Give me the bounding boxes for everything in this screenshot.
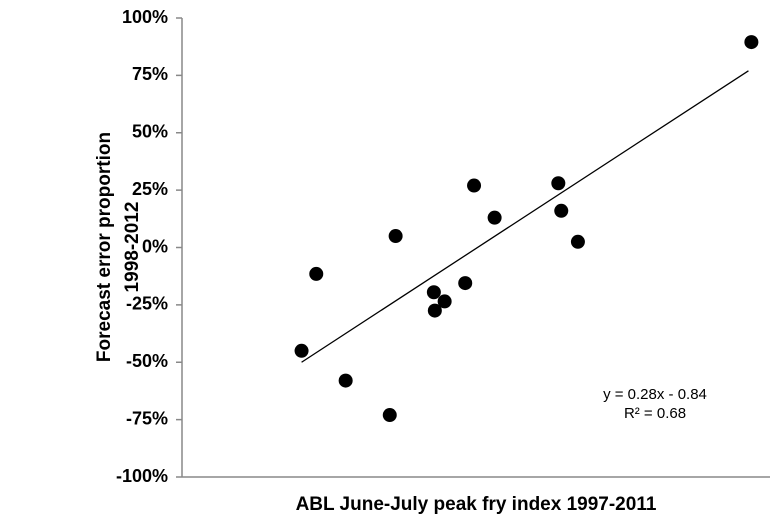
point	[744, 35, 759, 50]
point	[487, 210, 502, 225]
y-tick-label: 75%	[132, 64, 168, 84]
trend-equation: y = 0.28x - 0.84	[603, 386, 707, 403]
y-tick-label: 25%	[132, 179, 168, 199]
y-axis-title: 1998-2012	[122, 202, 143, 293]
point	[570, 234, 585, 249]
y-tick-label: -75%	[126, 408, 168, 428]
trendline	[301, 70, 749, 363]
r-squared: R² = 0.68	[624, 405, 686, 422]
point	[388, 229, 403, 244]
point	[437, 294, 452, 309]
y-tick-label: -50%	[126, 351, 168, 371]
point	[309, 266, 324, 281]
y-tick-label: 0%	[142, 236, 168, 256]
point	[427, 303, 442, 318]
point	[551, 176, 566, 191]
point	[467, 178, 482, 193]
point	[426, 285, 441, 300]
y-tick-label: 100%	[122, 7, 168, 27]
point	[338, 373, 353, 388]
y-tick-label: 50%	[132, 122, 168, 142]
y-tick-label: -100%	[116, 466, 168, 486]
y-tick-label: -25%	[126, 294, 168, 314]
point	[458, 276, 473, 291]
point	[554, 203, 569, 218]
point	[382, 408, 397, 423]
point	[294, 343, 309, 358]
y-axis-title: Forecast error proportion	[94, 132, 115, 362]
x-axis-title: ABL June-July peak fry index 1997-2011	[296, 494, 657, 515]
